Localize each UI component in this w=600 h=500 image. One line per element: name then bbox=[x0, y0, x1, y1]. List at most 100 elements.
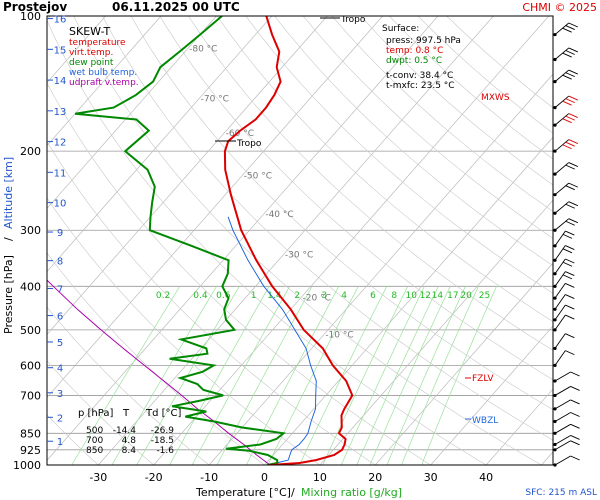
mixing-ratio-line bbox=[356, 286, 439, 465]
altitude-tick-8: 8 bbox=[57, 257, 63, 268]
temperature-tick--20: -20 bbox=[145, 471, 163, 484]
wind-barb-staff bbox=[554, 230, 566, 247]
legend-item-0: temperature bbox=[69, 38, 126, 48]
table-header-t: T bbox=[122, 408, 130, 419]
wind-barb bbox=[553, 386, 580, 398]
wind-barb-flag bbox=[565, 294, 575, 299]
dry-adiabat bbox=[47, 306, 210, 465]
wind-barb-flag bbox=[562, 274, 573, 280]
mixing-ratio-line bbox=[136, 286, 240, 465]
mixing-ratio-label: 6 bbox=[370, 291, 376, 301]
legend-item-2: dew point bbox=[69, 58, 114, 68]
pressure-tick-labels: 100 200 300 400 500 600 700 850 925 1000 bbox=[13, 10, 41, 472]
mixing-ratio-line bbox=[322, 286, 409, 465]
xlabel-mixing-ratio: Mixing ratio [g/kg] bbox=[301, 486, 402, 499]
wind-barb-flag bbox=[570, 399, 580, 405]
table-header-p: p [hPa] bbox=[78, 408, 113, 419]
mixing-ratio-line bbox=[111, 286, 217, 465]
mixing-ratio-label: 25 bbox=[479, 291, 490, 301]
wind-barb-flag bbox=[568, 69, 578, 75]
tropo-label-mid: Tropo bbox=[236, 139, 262, 149]
temperature-curve bbox=[223, 16, 354, 465]
pressure-tick-500: 500 bbox=[20, 324, 41, 337]
legend-item-1: virt.temp. bbox=[69, 48, 113, 58]
mixing-ratio-line bbox=[340, 286, 425, 465]
wind-barb-staff bbox=[554, 139, 570, 152]
wind-barb-flag bbox=[565, 271, 575, 276]
table-row-1-t: 4.8 bbox=[122, 436, 137, 446]
levels-table: p [hPa] T Td [°C] 500 -14.4 -26.9 700 4.… bbox=[78, 408, 182, 456]
plot-frame bbox=[46, 15, 554, 466]
dry-adiabat bbox=[274, 16, 553, 267]
pressure-tick-850: 850 bbox=[20, 427, 41, 440]
isotherm--70 bbox=[47, 16, 273, 273]
table-row-0-t: -14.4 bbox=[113, 426, 137, 436]
dry-adiabat bbox=[331, 16, 553, 212]
wind-barb-flag bbox=[562, 144, 572, 150]
wind-barb-staff bbox=[554, 304, 566, 321]
mixing-ratio-label: 0.6 bbox=[216, 291, 231, 301]
wind-barb-staff bbox=[554, 271, 566, 287]
ylabel-altitude: Altitude [km] bbox=[2, 157, 15, 229]
isotherm-label: -50 °C bbox=[244, 171, 272, 181]
wind-barb-flag bbox=[568, 47, 578, 53]
mixing-ratio-label: 17 bbox=[447, 291, 458, 301]
pressure-tick-100: 100 bbox=[20, 10, 41, 23]
wind-barb-staff bbox=[554, 47, 570, 60]
isotherm-labels: -80 °C -70 °C -60 °C -50 °C -40 °C -30 °C -20 … bbox=[189, 45, 354, 341]
wind-barb-flag bbox=[565, 282, 575, 288]
altitude-tick-9: 9 bbox=[57, 228, 63, 239]
wind-barb-staff bbox=[554, 423, 571, 434]
mixing-ratio-label: 20 bbox=[460, 291, 472, 301]
mxws-label: MXWS bbox=[481, 93, 510, 103]
table-row-2-td: -1.6 bbox=[156, 446, 174, 456]
pressure-tick-300: 300 bbox=[20, 224, 41, 237]
wind-barb bbox=[553, 182, 578, 197]
isotherm--30 bbox=[98, 16, 494, 465]
surface-heading: Surface: bbox=[382, 24, 419, 34]
wbzl-label: WBZL bbox=[472, 416, 498, 426]
wind-barb-staff bbox=[554, 435, 571, 445]
temperature-tick-30: 30 bbox=[424, 471, 438, 484]
wind-barb-staff bbox=[554, 22, 570, 35]
pressure-tick-700: 700 bbox=[20, 389, 41, 402]
isotherm-10 bbox=[319, 199, 553, 465]
pressure-tick-400: 400 bbox=[20, 280, 41, 293]
parcel-curve bbox=[47, 279, 271, 465]
dry-adiabat bbox=[47, 19, 487, 465]
wind-barb-staff bbox=[554, 455, 571, 466]
xlabel-separator: / bbox=[291, 486, 295, 499]
mixing-ratio-line bbox=[267, 286, 359, 465]
wind-barb-flag bbox=[570, 423, 580, 429]
wind-barb-flag bbox=[565, 25, 575, 30]
wind-barb-flag bbox=[568, 139, 578, 145]
dry-adiabat bbox=[47, 141, 376, 465]
wind-barb bbox=[553, 455, 580, 467]
grid-layer bbox=[47, 16, 553, 465]
wind-barb bbox=[553, 22, 578, 37]
ylabel-group: Pressure [hPa] / Altitude [km] bbox=[2, 157, 15, 334]
wind-barb-staff bbox=[554, 283, 566, 299]
wind-barb-staff bbox=[554, 113, 570, 126]
dry-adiabat bbox=[245, 16, 553, 294]
isotherm--20 bbox=[153, 16, 550, 465]
sounding-datetime: 06.11.2025 00 UTC bbox=[112, 0, 240, 14]
wind-barb-staff bbox=[554, 69, 570, 82]
wind-barb-flag bbox=[565, 185, 575, 191]
altitude-tick-5: 5 bbox=[57, 338, 63, 349]
mixing-ratio-line bbox=[299, 286, 388, 465]
wind-barb-flag bbox=[568, 22, 578, 28]
isotherm-label: -80 °C bbox=[189, 45, 217, 55]
altitude-tick-2: 2 bbox=[57, 413, 63, 424]
isotherm--90 bbox=[47, 16, 162, 147]
wind-barb-staff bbox=[554, 201, 570, 214]
xlabel-temperature: Temperature [°C] bbox=[195, 486, 291, 499]
ylabel-separator: / bbox=[2, 237, 15, 241]
dry-adiabat bbox=[159, 16, 553, 381]
isotherm-30 bbox=[430, 325, 553, 465]
wind-barb-flag bbox=[568, 95, 578, 101]
wetbulb-curve bbox=[227, 216, 317, 465]
isotherm-label: -20 °C bbox=[303, 293, 331, 303]
